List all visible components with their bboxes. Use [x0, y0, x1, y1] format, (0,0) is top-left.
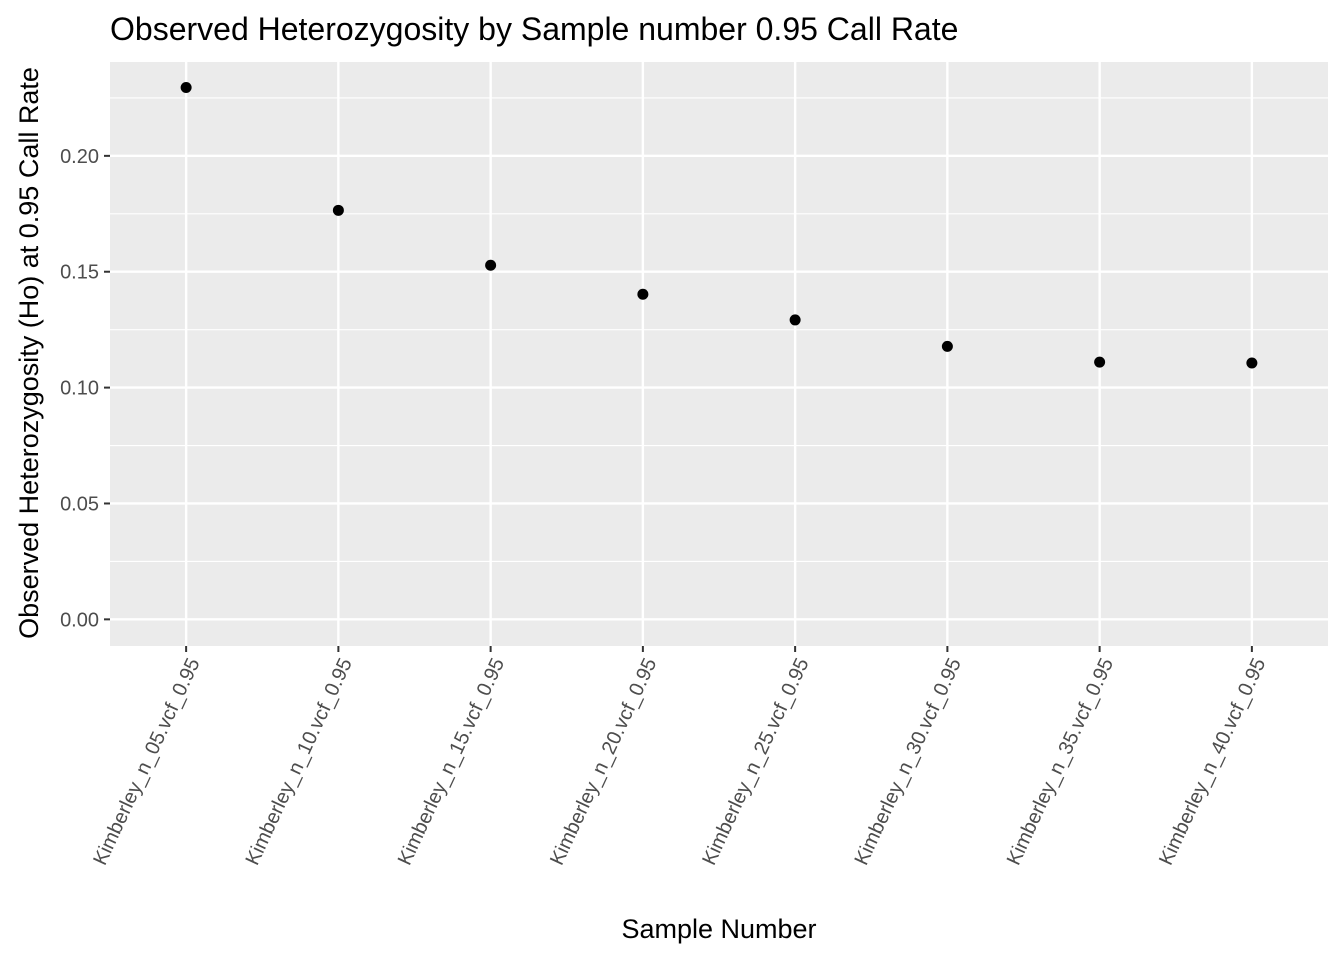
y-tick-label: 0.20	[60, 146, 99, 168]
x-tick-label: Kimberley_n_40.vcf_0.95	[1155, 655, 1270, 869]
data-point	[485, 259, 497, 271]
x-tick-label: Kimberley_n_10.vcf_0.95	[242, 655, 357, 869]
data-point	[789, 314, 801, 326]
data-point	[1094, 356, 1106, 368]
data-point	[1246, 357, 1258, 369]
data-point	[332, 204, 344, 216]
data-point	[180, 81, 192, 93]
x-tick-label: Kimberley_n_20.vcf_0.95	[546, 655, 661, 869]
x-axis-title: Sample Number	[621, 914, 816, 944]
data-point	[941, 340, 953, 352]
y-tick-label: 0.15	[60, 262, 99, 284]
y-axis-title: Observed Heterozygosity (Ho) at 0.95 Cal…	[14, 67, 44, 639]
x-tick-label: Kimberley_n_05.vcf_0.95	[89, 655, 204, 869]
grid-lines	[110, 62, 1328, 646]
chart-title: Observed Heterozygosity by Sample number…	[110, 11, 958, 47]
x-tick-label: Kimberley_n_30.vcf_0.95	[851, 655, 966, 869]
x-tick-label: Kimberley_n_25.vcf_0.95	[698, 655, 813, 869]
x-tick-label: Kimberley_n_15.vcf_0.95	[394, 655, 509, 869]
y-tick-label: 0.10	[60, 378, 99, 400]
y-tick-label: 0.05	[60, 493, 99, 515]
y-tick-label: 0.00	[60, 609, 99, 631]
plot-panel	[110, 62, 1328, 646]
data-point	[637, 288, 649, 300]
data-points	[180, 81, 1258, 369]
x-tick-label: Kimberley_n_35.vcf_0.95	[1003, 655, 1118, 869]
